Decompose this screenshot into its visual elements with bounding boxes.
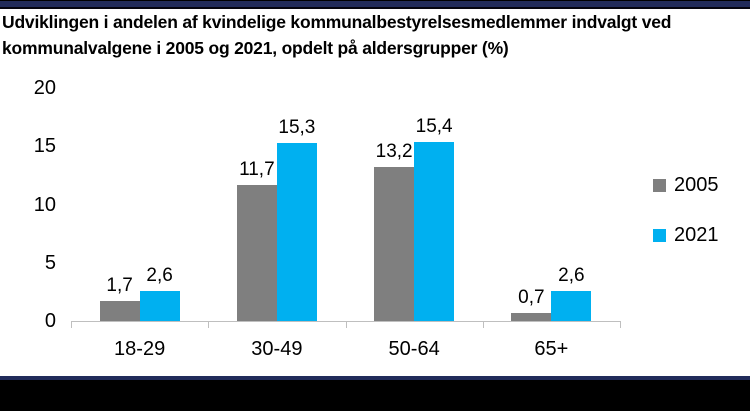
bar-2021-65+ [551, 290, 592, 321]
legend: 2005 2021 [653, 172, 719, 272]
chart-title: Udviklingen i andelen af kvindelige komm… [2, 9, 748, 61]
bar-2005-18-29 [99, 301, 140, 321]
legend-swatch-2021-icon [653, 228, 666, 242]
bar-2005-50-64 [374, 167, 415, 321]
bar-2021-50-64 [414, 141, 455, 321]
data-label-2005-18-29: 1,7 [106, 275, 133, 297]
bar-2021-18-29 [139, 290, 180, 321]
bottom-decoration-bar [0, 376, 750, 411]
data-label-2021-30-49: 15,3 [278, 116, 316, 138]
x-axis-tick [345, 321, 347, 328]
x-axis-tick [620, 321, 621, 328]
x-axis-tick [71, 321, 72, 328]
legend-swatch-2005-icon [653, 178, 666, 192]
y-axis-tick-label: 15 [33, 135, 56, 158]
chart-title-line: kommunalvalgene i 2005 og 2021, opdelt p… [2, 38, 509, 58]
data-label-2005-65+: 0,7 [518, 286, 545, 308]
x-axis-category-label: 30-49 [251, 338, 303, 360]
y-axis-tick-label: 0 [44, 310, 56, 332]
top-decoration-bar [0, 0, 750, 9]
x-axis-category-label: 50-64 [388, 338, 440, 360]
data-label-2005-50-64: 13,2 [375, 141, 413, 163]
y-axis-tick-label: 10 [33, 193, 56, 216]
chart-title-line: Udviklingen i andelen af kvindelige komm… [2, 12, 672, 32]
x-axis-category-label: 18-29 [114, 338, 166, 360]
y-axis-tick-label: 5 [44, 251, 56, 274]
legend-label-2005: 2005 [674, 174, 719, 196]
x-axis-tick [482, 321, 484, 328]
x-axis-category-label: 65+ [534, 338, 569, 360]
bar-2021-30-49 [276, 142, 317, 321]
bar-2005-65+ [511, 312, 552, 321]
data-label-2021-18-29: 2,6 [146, 264, 173, 286]
y-axis-tick-label: 20 [33, 77, 56, 99]
legend-item-2021: 2021 [653, 222, 719, 248]
data-label-2021-65+: 2,6 [558, 264, 585, 286]
legend-item-2005: 2005 [653, 172, 719, 198]
x-axis-tick [208, 321, 210, 328]
data-label-2005-30-49: 11,7 [239, 158, 275, 180]
legend-label-2021: 2021 [674, 224, 719, 246]
data-label-2021-50-64: 15,4 [415, 115, 453, 137]
bar-2005-30-49 [236, 184, 277, 321]
